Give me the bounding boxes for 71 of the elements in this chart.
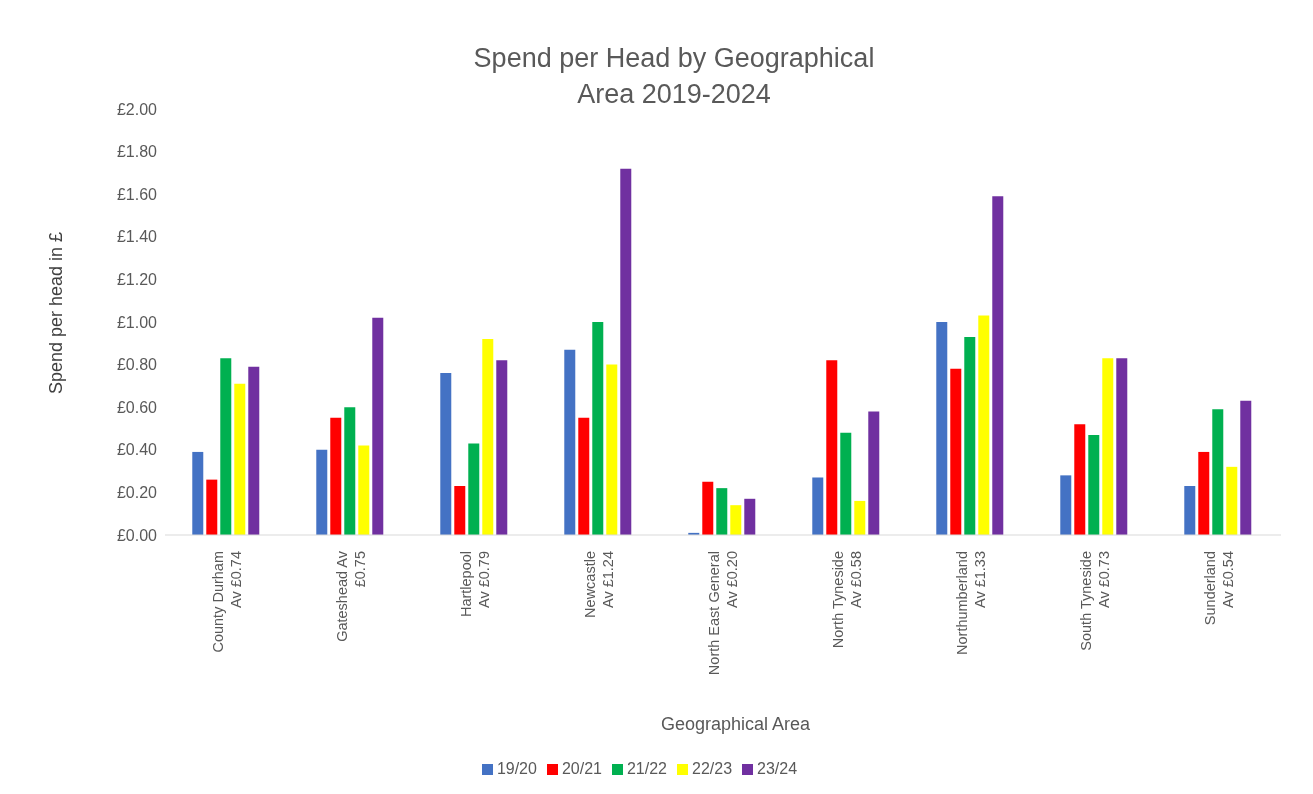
bar (826, 360, 838, 535)
bar (1198, 451, 1210, 535)
bar (730, 505, 742, 535)
y-tick-label: £2.00 (116, 100, 158, 118)
bar (344, 407, 356, 535)
bar (936, 322, 948, 535)
y-tick-label: £1.60 (116, 185, 158, 203)
bar (234, 383, 246, 535)
y-tick-label: £0.20 (116, 484, 158, 502)
y-tick-label: £1.00 (116, 313, 158, 331)
x-tick-label: Hartlepool Av £0.79 (458, 551, 492, 618)
bar (1184, 486, 1196, 535)
bar (812, 477, 824, 535)
bar (950, 368, 962, 535)
legend-label: 22/23 (692, 760, 733, 777)
bar (564, 349, 576, 535)
bar (1060, 475, 1072, 535)
x-tick-label: Newcastle Av £1.24 (582, 551, 616, 618)
bar (854, 500, 866, 535)
x-tick-label: North Tyneside Av £0.58 (830, 551, 864, 649)
bar (206, 479, 218, 535)
x-tick-label: North East General Av £0.20 (706, 551, 740, 676)
bar (330, 417, 342, 535)
bar (468, 443, 480, 535)
x-axis-title: Geographical Area (659, 714, 812, 735)
bar (620, 168, 632, 535)
x-tick-label: South Tyneside Av £0.73 (1078, 551, 1112, 651)
bar (248, 366, 260, 535)
bar (606, 364, 618, 535)
y-axis-title: Spend per head in £ (45, 231, 67, 395)
y-tick-label: £1.20 (116, 271, 158, 289)
y-tick-label: £0.00 (116, 526, 158, 544)
bar (964, 336, 976, 535)
bar (496, 360, 508, 535)
bar (716, 488, 728, 535)
bar (992, 196, 1004, 535)
legend-label: 21/22 (626, 760, 668, 777)
x-tick-label: Gateshead Av £0.75 (334, 550, 368, 642)
x-tick-label: Sunderland Av £0.54 (1202, 551, 1236, 626)
bar (454, 486, 466, 535)
legend-label: 20/21 (561, 760, 602, 777)
bar (1240, 400, 1252, 535)
bar (592, 322, 604, 535)
bar (702, 481, 714, 535)
bar (1116, 358, 1128, 535)
y-tick-label: £0.60 (116, 398, 158, 416)
bar (744, 498, 756, 535)
bar (372, 317, 384, 535)
bar (316, 449, 328, 535)
y-tick-label: £0.80 (116, 356, 158, 374)
bar (192, 451, 204, 535)
bar (1102, 358, 1114, 535)
legend-label: 19/20 (496, 760, 537, 777)
x-tick-label: Northumberland Av £1.33 (954, 551, 988, 655)
y-tick-label: £1.80 (116, 143, 158, 161)
bar (358, 445, 370, 535)
bar (1088, 434, 1100, 535)
y-tick-label: £0.40 (116, 441, 158, 459)
bar (440, 373, 452, 535)
bar (1226, 466, 1238, 535)
bar (578, 417, 590, 535)
bar (1212, 409, 1224, 535)
bar (1074, 424, 1086, 535)
bar (978, 315, 990, 535)
bar (868, 411, 880, 535)
legend-label: 23/24 (757, 760, 798, 777)
bar (220, 358, 232, 535)
bar (840, 432, 852, 535)
bar (482, 339, 494, 535)
x-tick-label: County Durham Av £0.74 (210, 551, 244, 653)
y-tick-label: £1.40 (116, 228, 158, 246)
